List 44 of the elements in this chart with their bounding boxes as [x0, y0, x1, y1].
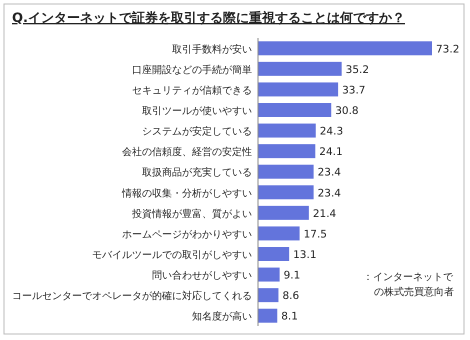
- y-tick-label: 取扱商品が充実している: [142, 166, 252, 179]
- data-label: 23.4: [318, 187, 342, 200]
- bar: [258, 308, 278, 323]
- data-label: 17.5: [304, 228, 327, 240]
- bar: [258, 62, 342, 76]
- data-label: 8.6: [282, 290, 300, 302]
- data-label: 35.2: [346, 64, 370, 76]
- bar: [258, 268, 280, 282]
- annotation: ：インターネットでの株式売買意向者: [363, 272, 454, 298]
- y-tick-label: 取引手数料が安い: [172, 43, 252, 56]
- bar: [258, 82, 338, 96]
- y-tick-label: モバイルツールでの取引がしやすい: [92, 250, 252, 261]
- data-label: 30.8: [335, 105, 359, 117]
- data-label: 24.1: [319, 146, 343, 158]
- data-label: 73.2: [436, 43, 460, 56]
- data-label: 23.4: [318, 166, 342, 179]
- data-label: 13.1: [293, 249, 317, 261]
- bar: [258, 164, 314, 179]
- y-tick-label: 情報の収集・分析がしやすい: [121, 187, 252, 200]
- y-tick-label: 口座開設などの手続が簡単: [132, 64, 252, 76]
- bar: [258, 226, 300, 240]
- bar: [258, 103, 332, 117]
- y-tick-label: 投資情報が豊富、質がよい: [131, 208, 252, 220]
- y-tick-label: 取引ツールが使いやすい: [142, 106, 252, 117]
- y-tick-label: コールセンターでオペレータが的確に対応してくれる: [12, 290, 252, 302]
- data-label: 24.3: [320, 126, 344, 138]
- bar: [258, 41, 432, 56]
- chart-title: Q.インターネットで証券を取引する際に重視することは何ですか？: [12, 10, 405, 26]
- data-label: 9.1: [284, 270, 300, 282]
- bar: [258, 288, 278, 302]
- bar: [258, 206, 309, 220]
- y-tick-label: 会社の信頼度、経営の安定性: [122, 146, 252, 158]
- data-label: 21.4: [312, 208, 337, 220]
- data-label: 33.7: [342, 84, 366, 96]
- y-tick-label: 知名度が高い: [192, 310, 252, 323]
- data-label: 8.1: [281, 310, 298, 323]
- bar: [258, 124, 316, 138]
- y-tick-label: セキュリティが信頼できる: [132, 84, 252, 96]
- y-tick-label: システムが安定している: [142, 126, 252, 138]
- y-tick-label: 問い合わせがしやすい: [152, 270, 252, 282]
- bar: [258, 247, 290, 261]
- bar: [258, 144, 316, 158]
- bar: [258, 185, 314, 200]
- y-tick-label: ホームページがわかりやすい: [122, 229, 252, 240]
